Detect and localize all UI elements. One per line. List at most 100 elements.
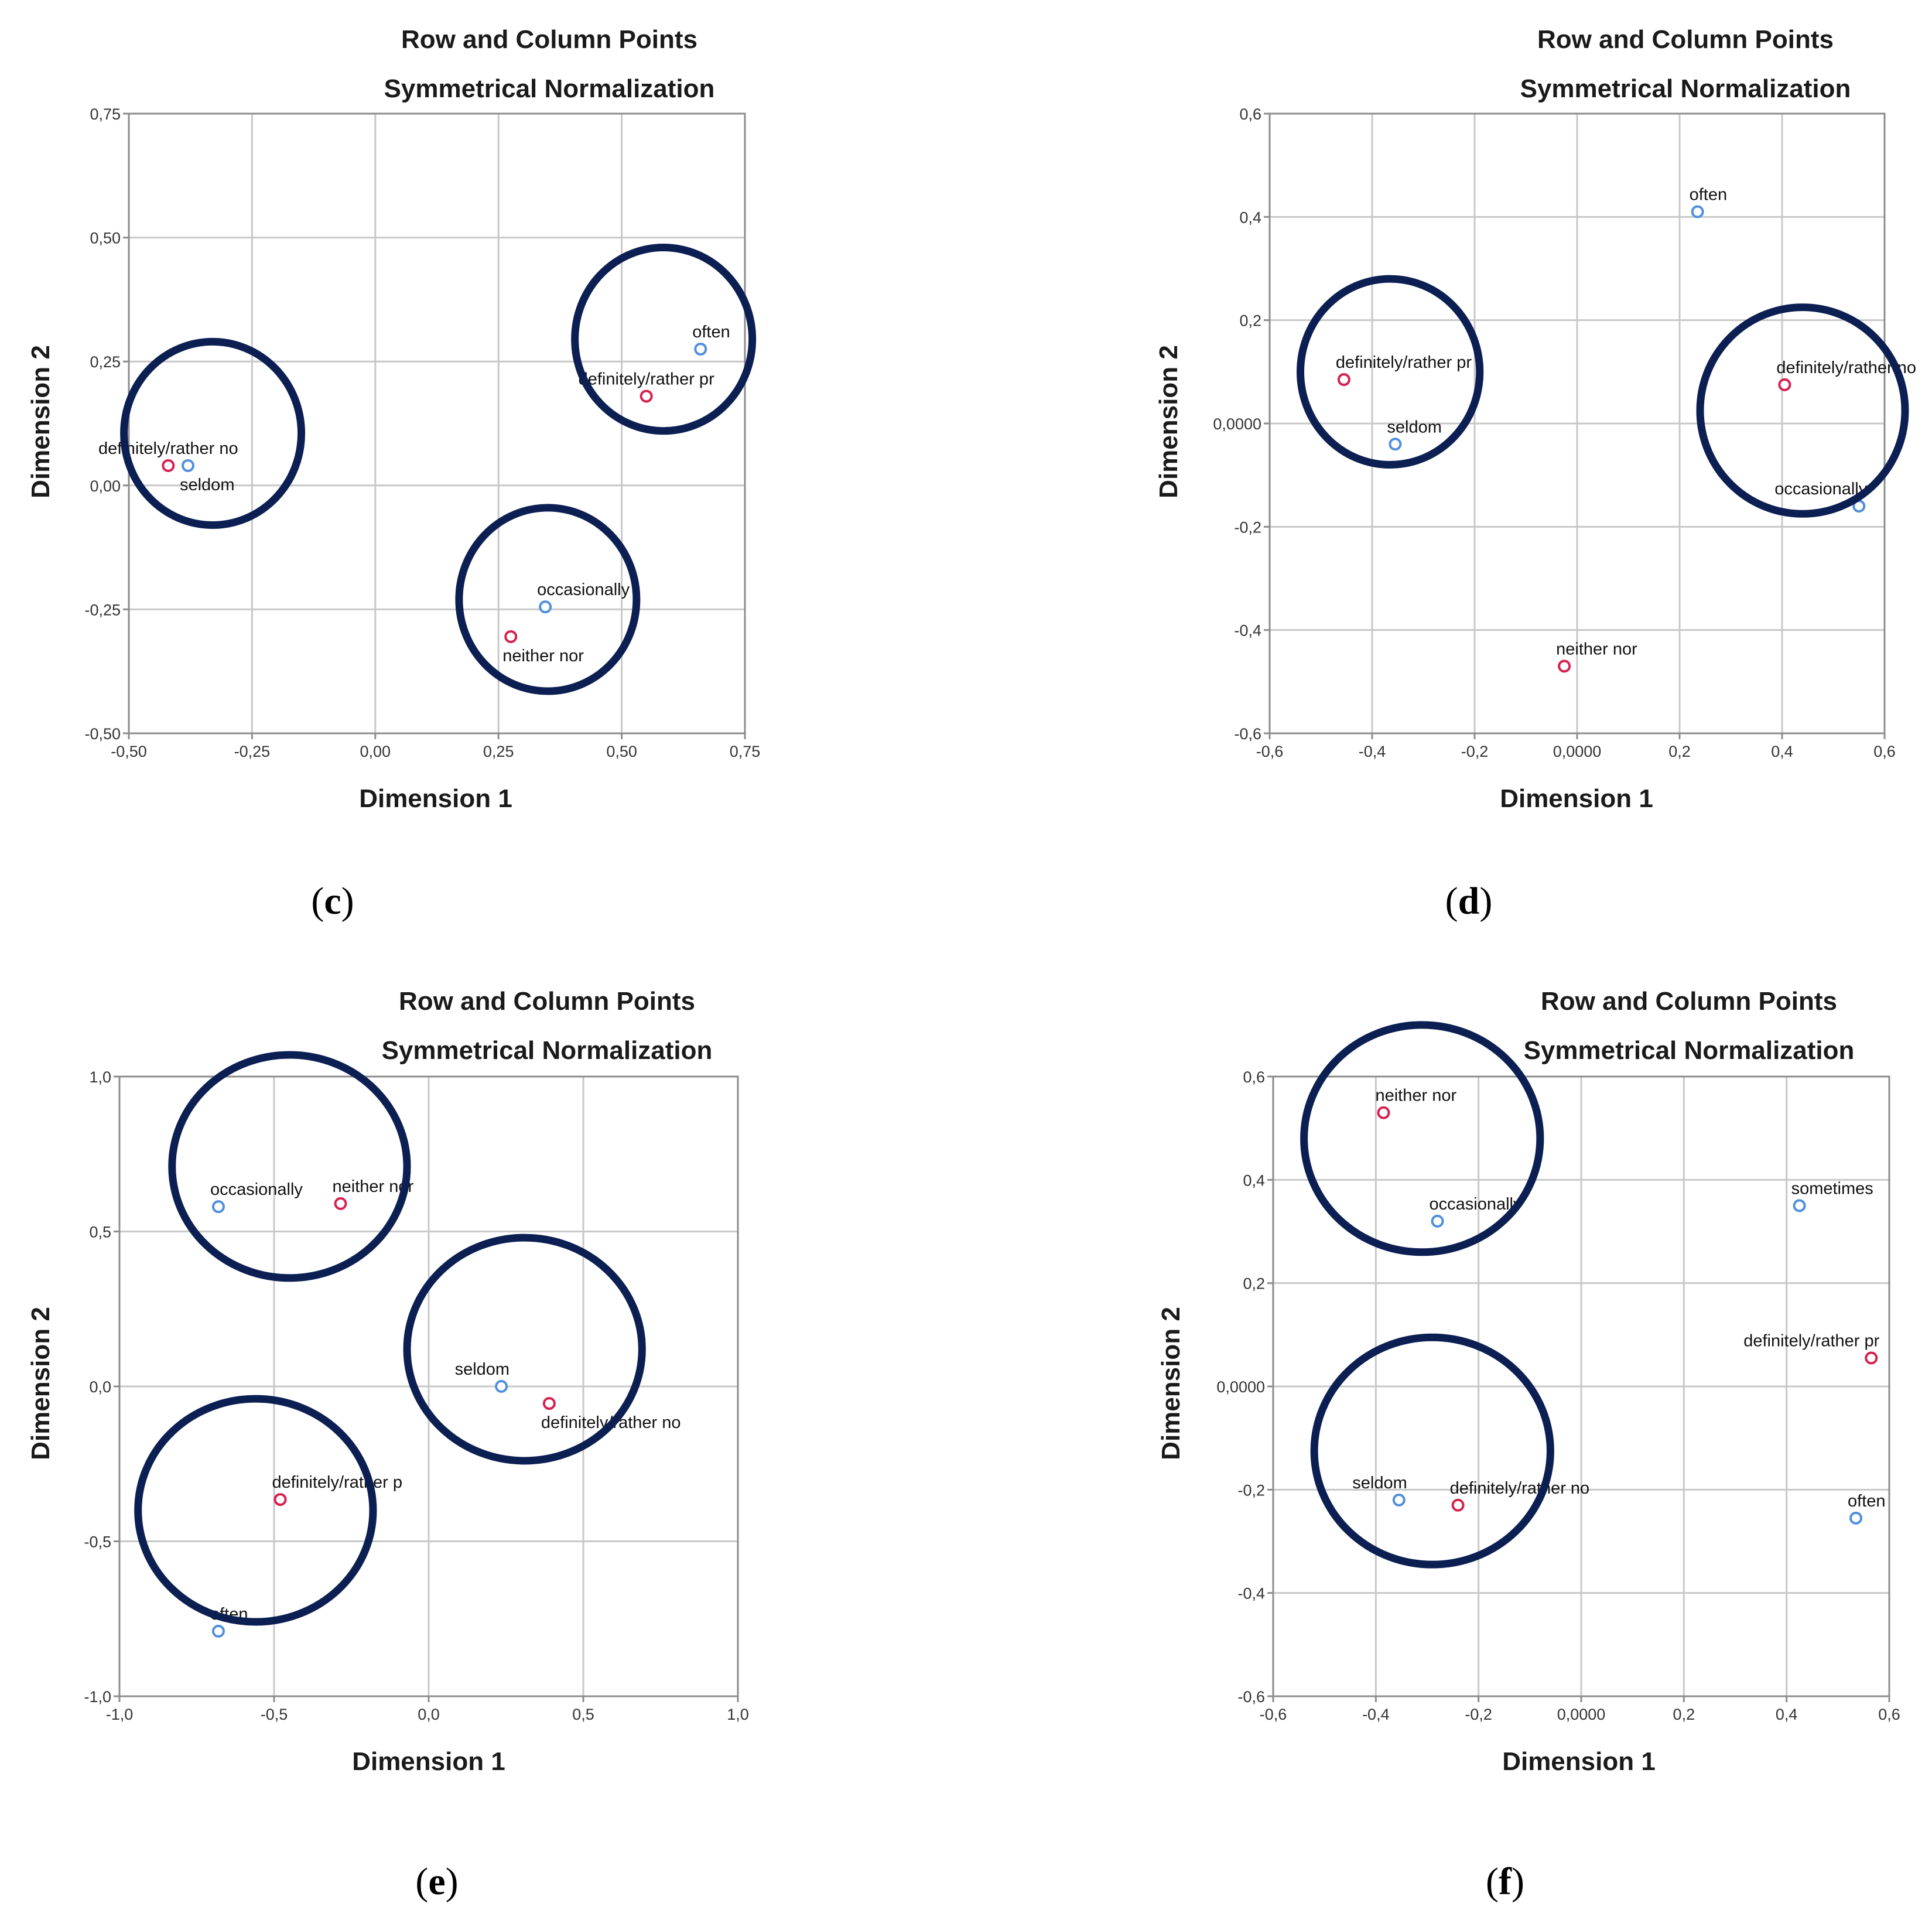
- chart-f-cluster-circle: [1310, 1333, 1554, 1569]
- chart-c-ytick-label: 0,75: [90, 105, 121, 123]
- chart-c-xtick-label: 0,00: [360, 743, 391, 760]
- chart-f-ytick-label: -0,6: [1237, 1688, 1265, 1706]
- chart-f-point-column: [1849, 1511, 1863, 1525]
- chart-c-xtick-label: 0,25: [483, 743, 514, 760]
- chart-e-cluster-circle: [403, 1234, 646, 1465]
- chart-f-xtick-label: -0,6: [1260, 1706, 1287, 1723]
- chart-f-xtick-label: 0,2: [1673, 1706, 1695, 1723]
- chart-d-subtitle: Symmetrical Normalization: [1520, 74, 1851, 103]
- chart-f-ytick-label: -0,2: [1237, 1481, 1265, 1499]
- chart-f-ytick-label: -0,4: [1237, 1585, 1265, 1603]
- chart-c-cluster-circle: [571, 244, 757, 435]
- chart-f-xlabel: Dimension 1: [1502, 1747, 1656, 1776]
- chart-c-xtick-label: -0,50: [111, 743, 147, 760]
- chart-e-plot: -1,0 -0,5 0,0 0,5 1,0 -1,0 -0,5 0,0 0,5 1,0 occasi…: [84, 1051, 749, 1723]
- chart-d-point-label: seldom: [1387, 418, 1442, 436]
- chart-c-point-column: [694, 343, 707, 356]
- chart-d-title: Row and Column Points: [1537, 25, 1834, 54]
- chart-d-point-label: occasionally: [1774, 480, 1867, 498]
- chart-f-ytick-label: 0,2: [1243, 1275, 1265, 1293]
- chart-c-point-label: definitely/rather no: [98, 439, 238, 458]
- chart-e-point-column: [211, 1624, 225, 1638]
- chart-d-panel-letter: d: [1458, 880, 1480, 923]
- chart-d-panel-label: (d): [1445, 880, 1493, 923]
- chart-c-ytick-label: -0,25: [84, 601, 121, 619]
- chart-d-xtick-label: 0,4: [1771, 743, 1793, 760]
- chart-f-xtick-label: 0,4: [1776, 1706, 1798, 1723]
- chart-e-panel-label: (e): [415, 1860, 458, 1903]
- chart-d-ytick-label: -0,4: [1234, 622, 1261, 640]
- chart-e-point-row: [334, 1197, 347, 1210]
- chart-e-subtitle: Symmetrical Normalization: [382, 1036, 713, 1065]
- chart-f-xtick-label: 0,6: [1878, 1706, 1900, 1723]
- chart-c-ylabel: Dimension 2: [26, 345, 55, 498]
- chart-c-panel-letter: c: [324, 880, 341, 923]
- chart-f-point-label: often: [1848, 1492, 1886, 1511]
- chart-d-point-label: neither nor: [1556, 640, 1637, 658]
- chart-c-point-label: seldom: [180, 476, 235, 494]
- chart-c-point-label: occasionally: [537, 580, 630, 599]
- chart-e-ytick-label: 0,5: [89, 1224, 111, 1241]
- chart-f-point-column: [1793, 1199, 1806, 1212]
- chart-d-cluster-circle: [1696, 303, 1909, 518]
- chart-d-xlabel: Dimension 1: [1500, 784, 1653, 813]
- chart-f-point-label: definitely/rather pr: [1743, 1332, 1879, 1351]
- chart-e-cluster-circle: [168, 1051, 411, 1282]
- chart-d-point-row: [1558, 660, 1571, 673]
- chart-c-point-column: [181, 459, 194, 472]
- chart-f-ytick-label: 0,4: [1243, 1171, 1265, 1189]
- chart-e-ytick-label: -1,0: [84, 1688, 111, 1706]
- chart-c-ytick-label: 0,00: [90, 477, 121, 495]
- chart-d-xtick-label: 0,6: [1873, 743, 1896, 760]
- chart-d-xtick-label: -0,6: [1256, 743, 1284, 760]
- chart-e-point-column: [495, 1380, 508, 1393]
- chart-e-panel-letter: e: [428, 1860, 445, 1903]
- chart-f-point-label: occasionally: [1430, 1195, 1522, 1214]
- chart-f-panel-label: (f): [1486, 1860, 1524, 1903]
- chart-f-point-label: definitely/rather no: [1450, 1479, 1590, 1498]
- chart-e-title: Row and Column Points: [399, 987, 695, 1016]
- chart-f: Row and Column Points Symmetrical Normal…: [1157, 987, 1900, 1903]
- chart-f-ytick-label: 0,0000: [1216, 1378, 1265, 1396]
- chart-c-xtick-label: 0,50: [606, 743, 637, 760]
- chart-f-point-row: [1377, 1106, 1390, 1119]
- chart-e-cluster-circle: [134, 1395, 377, 1626]
- chart-d-plot: -0,6 -0,4 -0,2 0,0000 0,2 0,4 0,6 -0,6 -0,4 -0,2 0…: [1213, 105, 1916, 760]
- chart-e-xlabel: Dimension 1: [352, 1747, 505, 1776]
- chart-c-point-row: [504, 630, 518, 643]
- chart-c-xtick-label: 0,75: [730, 743, 761, 760]
- chart-d-ytick-label: 0,0000: [1213, 415, 1261, 433]
- chart-c-plot-frame: [128, 112, 746, 734]
- chart-c-ytick-label: 0,50: [90, 230, 121, 247]
- chart-f-point-row: [1451, 1498, 1465, 1512]
- chart-e-point-label: definitely/rather p: [272, 1473, 402, 1492]
- chart-e-xtick-label: 0,0: [418, 1706, 440, 1723]
- chart-f-subtitle: Symmetrical Normalization: [1524, 1036, 1855, 1065]
- chart-f-title: Row and Column Points: [1541, 987, 1837, 1016]
- chart-f-xtick-label: -0,2: [1465, 1706, 1492, 1723]
- chart-e-xtick-label: -1,0: [106, 1706, 134, 1723]
- chart-e-ytick-label: 0,0: [89, 1378, 111, 1396]
- chart-e-ytick-label: -0,5: [84, 1533, 111, 1551]
- chart-c-xtick-label: -0,25: [234, 743, 271, 760]
- chart-f-point-column: [1392, 1493, 1406, 1506]
- chart-e-ytick-label: 1,0: [89, 1068, 111, 1086]
- chart-c-point-row: [162, 459, 175, 472]
- chart-c-plot: -0,50 -0,25 0,00 0,25 0,50 0,75 -0,50 -0,25 0,00…: [84, 105, 760, 760]
- chart-c-ytick-label: 0,25: [90, 353, 121, 371]
- chart-f-xtick-label: -0,4: [1362, 1706, 1390, 1723]
- chart-f-xtick-label: 0,0000: [1557, 1706, 1606, 1723]
- chart-d-point-column: [1389, 438, 1402, 451]
- chart-d-xtick-label: -0,4: [1359, 743, 1386, 760]
- chart-f-point-row: [1865, 1351, 1878, 1365]
- chart-f-ytick-label: 0,6: [1243, 1068, 1265, 1086]
- chart-e-point-column: [211, 1200, 225, 1214]
- chart-e-point-row: [542, 1397, 556, 1410]
- chart-d-point-label: often: [1690, 186, 1728, 204]
- chart-f-panel-letter: f: [1499, 1860, 1512, 1903]
- chart-d-xtick-label: 0,0000: [1553, 743, 1602, 760]
- chart-e-ylabel: Dimension 2: [26, 1307, 55, 1460]
- chart-e-point-row: [273, 1493, 287, 1506]
- chart-c-point-label: neither nor: [502, 647, 584, 665]
